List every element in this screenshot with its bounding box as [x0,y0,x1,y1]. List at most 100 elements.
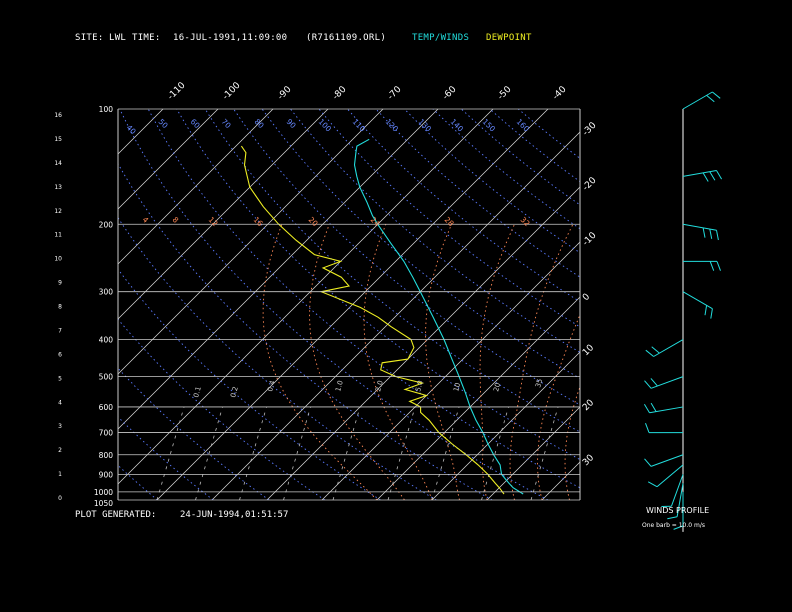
dry-adiabat-label: 80 [253,117,266,130]
dry-adiabat-line [118,268,381,500]
wind-barb-flag [645,349,654,357]
height-km-label: 12 [54,208,62,215]
wind-barb [649,406,684,414]
pressure-tick-label: 900 [99,470,114,479]
isotherm-line [118,109,164,155]
wind-barb-flag [647,481,658,488]
mixing-ratio-line [431,406,460,500]
isotherm-line [118,109,219,210]
height-km-label: 4 [58,399,62,406]
wind-barb [682,223,717,231]
temperature-tick-right: -10 [581,230,599,248]
temperature-tick-right: 0 [581,292,592,303]
wind-barb-flag [644,458,652,467]
wind-barb-flag [667,516,678,520]
saturation-adiabat-line [309,224,405,500]
dry-adiabat-label: 50 [157,117,170,130]
wind-barb-flag [716,261,721,271]
height-km-label: 3 [58,423,62,430]
time-value: 16-JUL-1991,11:09:00 [173,33,288,43]
mixing-ratio-line [283,406,311,500]
saturation-adiabat-line [479,224,515,500]
dry-adiabat-label: 60 [189,117,202,130]
mixing-ratio-label: 5.0 [414,380,425,393]
isotherm-line [486,406,580,500]
wind-barb-flag [712,91,721,99]
wind-barb-flag [716,230,719,241]
dry-adiabat-label: 90 [285,117,298,130]
height-km-label: 15 [54,136,62,143]
wind-barb-flag [710,308,713,319]
file-name: (R7161109.ORL) [306,33,387,43]
temperature-tick-top: -60 [441,84,459,102]
dry-adiabat-label: 100 [317,117,334,134]
dry-adiabat-line [290,109,580,353]
mixing-ratio-label: 10 [452,382,462,393]
pressure-tick-label: 400 [99,336,114,345]
mixing-ratio-label: 1.0 [334,380,345,393]
wind-barb-flag [709,261,715,271]
wind-barb [650,376,684,389]
dry-adiabat-label: 70 [220,117,233,130]
pressure-tick-label: 500 [99,373,114,382]
dry-adiabat-label: 110 [351,117,368,134]
saturation-adiabat-label: 4 [141,215,151,225]
isotherm-line [118,109,274,265]
wind-barb [653,339,684,357]
temperature-tick-top: -50 [496,84,514,102]
pressure-tick-label: 200 [99,220,114,229]
isotherm-line [118,109,384,375]
pressure-tick-label: 1000 [94,488,113,497]
saturation-adiabat-line [425,224,460,500]
site-label: SITE: [75,33,104,43]
dry-adiabat-line [489,109,580,183]
dry-adiabat-line [204,109,580,433]
wind-barb-flag [706,95,715,103]
saturation-adiabat-label: 16 [252,215,265,228]
isotherm-line [0,109,53,500]
saturation-adiabat-line [509,224,574,500]
isotherm-line [431,351,580,500]
temperature-tick-top: -70 [386,84,404,102]
isotherm-line [321,241,580,500]
height-km-label: 11 [54,232,62,239]
dry-adiabat-line [375,109,580,278]
height-km-label: 14 [54,160,62,167]
wind-barb-flag [651,346,660,354]
pressure-tick-label: 800 [99,451,114,460]
temperature-tick-top: -90 [276,84,294,102]
temperature-profile [353,138,524,495]
mixing-ratio-line [195,406,223,500]
wind-barb-flag [673,525,684,530]
mixing-ratio-label: 0.1 [192,386,203,399]
dry-adiabat-line [119,109,549,500]
temperature-tick-right: 30 [581,453,596,468]
wind-barb-flag [645,423,650,433]
mixing-ratio-line [481,406,509,500]
pressure-tick-label: 700 [99,429,114,438]
mixing-ratio-line [387,406,416,500]
dry-adiabat-line [147,109,580,489]
wind-barb [682,291,713,310]
wind-barb-flag [702,227,706,238]
dewpoint-legend: DEWPOINT [486,33,532,43]
height-km-label: 1 [58,471,62,478]
plot-area [0,109,792,500]
isotherm-line [597,109,792,500]
dry-adiabat-label: 120 [384,117,401,134]
wind-barb-flag [644,380,652,389]
saturation-adiabat-label: 12 [207,215,220,228]
dewpoint-profile [240,145,505,495]
plot-generated-value: 24-JUN-1994,01:51:57 [180,510,289,520]
wind-barb-flag [702,172,709,182]
time-label: TIME: [132,33,161,43]
dry-adiabat-line [460,109,580,206]
dry-adiabat-label: 140 [449,117,466,134]
dry-adiabat-line [233,109,580,406]
dry-adiabat-label: 160 [515,117,532,134]
saturation-adiabat-label: 20 [307,215,320,228]
isotherm-line [118,109,494,485]
pressure-tick-label: 600 [99,403,114,412]
height-km-label: 16 [54,112,62,119]
isotherm-line [266,186,580,500]
